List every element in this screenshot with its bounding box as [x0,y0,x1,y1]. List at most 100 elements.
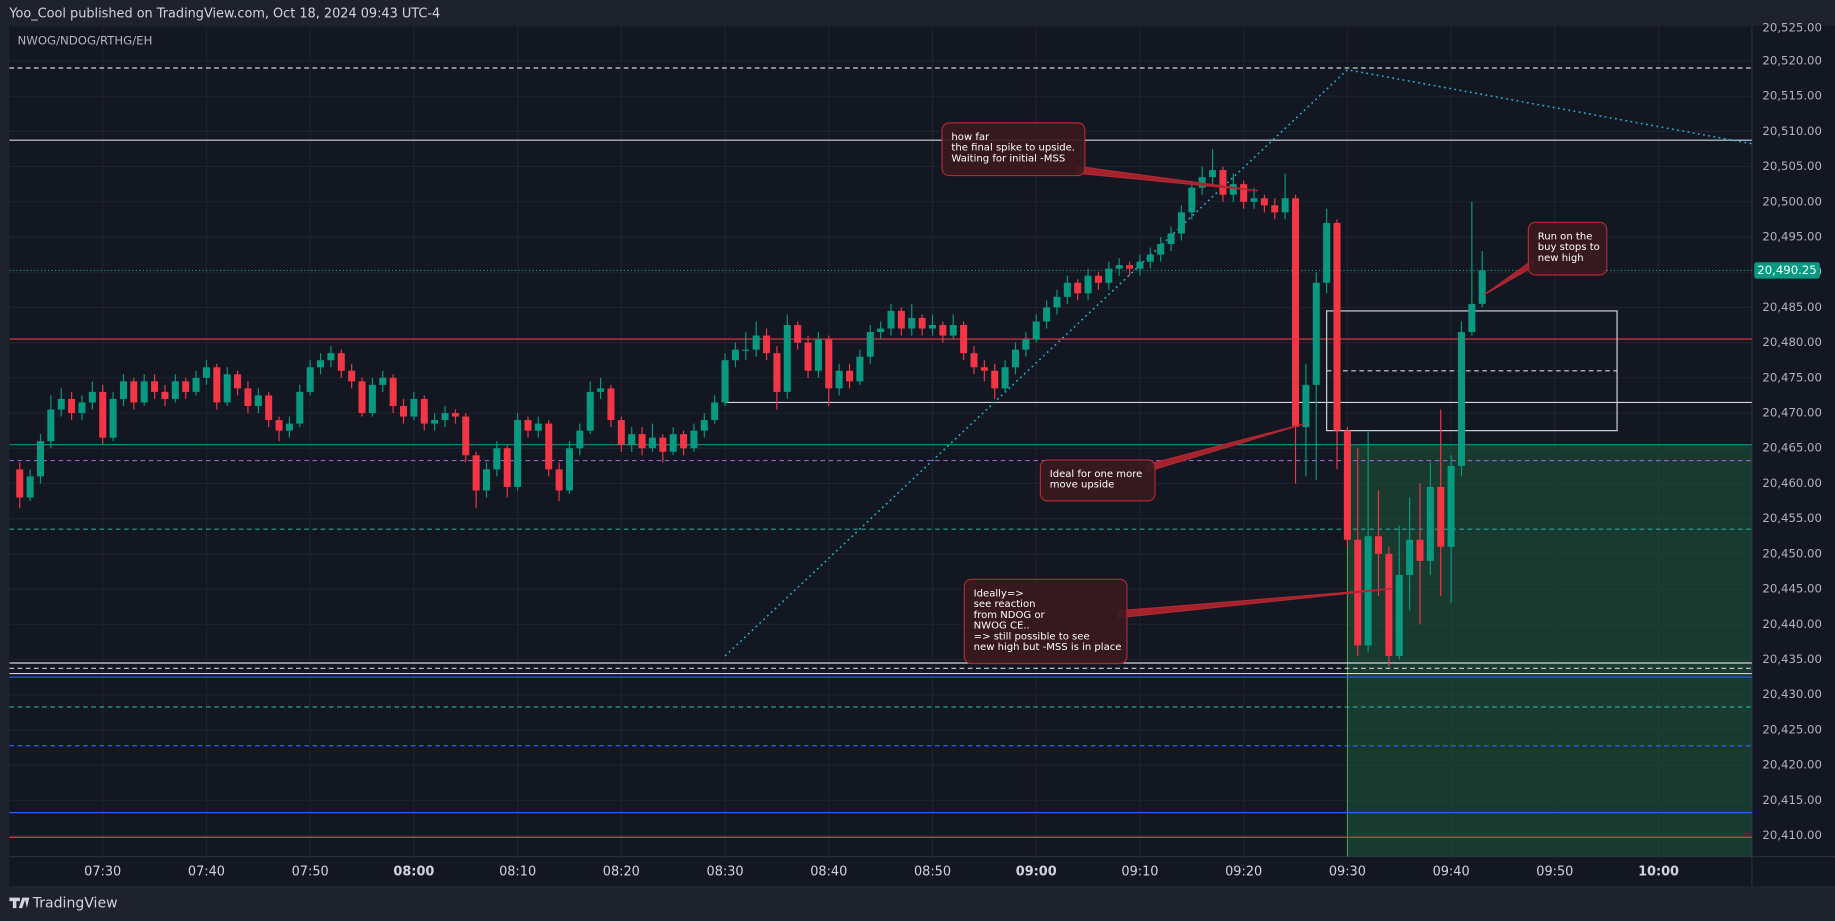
candle-body [576,430,584,449]
candle-body [1094,275,1102,283]
x-tick-label: 08:20 [603,864,640,879]
y-tick-label: 20,510.00 [1762,124,1821,138]
candle-body [1219,170,1227,195]
candle-body [1001,367,1009,389]
candle-body [1188,187,1196,213]
candle-body [1053,296,1061,308]
x-tick-label: 08:50 [914,864,951,879]
candle-body [1323,222,1331,283]
candle-body [1312,282,1320,385]
y-tick-label: 20,425.00 [1762,722,1821,736]
candle-body [482,469,491,491]
indicator-label: NWOG/NDOG/RTHG/EH [18,33,153,47]
candle-body [192,377,200,392]
y-tick-label: 20,470.00 [1762,406,1821,420]
candle-body [565,448,573,491]
candle-body [16,469,24,498]
candle-body [493,448,501,470]
y-tick-label: 20,515.00 [1762,89,1821,103]
candle-body [78,402,86,414]
candle-body [317,360,325,368]
candle-body [1302,384,1310,428]
candle-body [825,339,833,389]
callout-text: Run on the [1538,231,1593,242]
candle-body [1198,177,1206,188]
candle-body [1209,170,1217,178]
y-tick-label: 20,475.00 [1762,370,1821,384]
candle-body [1229,184,1237,195]
candle-body [597,388,605,392]
candle-body [1250,198,1258,202]
candle-body [680,434,688,449]
candle-body [939,325,947,336]
candle-body [400,405,408,417]
candle-body [130,381,138,403]
price-axis [1751,25,1835,857]
header: Yoo_Cool published on TradingView.com, O… [8,7,440,22]
candle-body [1374,536,1383,554]
candle-body [711,402,719,421]
candle-body [327,353,335,361]
candle-body [1084,275,1092,294]
x-tick-label: 08:00 [393,864,434,879]
callout-text: see reaction [974,599,1036,610]
candle-body [109,398,117,438]
candle-body [742,349,750,351]
candle-body [182,381,190,392]
callout-text: Ideal for one more [1050,469,1143,480]
y-tick-label: 20,520.00 [1762,53,1821,67]
candle-body [690,430,698,449]
candle-body [545,423,553,470]
candle-body [607,388,615,421]
candle-body [960,325,968,354]
candle-body [420,398,428,424]
candle-body [524,420,532,431]
candle-body [1292,198,1300,428]
candle-body [794,325,802,343]
candle-body [1343,430,1351,540]
candle-body [1260,198,1268,206]
callout-box [941,122,1086,177]
candle-body [918,317,926,329]
candle-body [949,325,957,336]
candle-body [254,395,262,406]
candle-body [451,413,459,417]
candle-body [213,367,221,403]
candle-body [887,310,895,329]
y-tick-label: 20,465.00 [1762,441,1821,455]
candle-body [721,360,729,403]
y-tick-label: 20,410.00 [1762,828,1821,842]
candle-body [638,434,646,449]
candle-body [1011,349,1019,368]
candle-body [358,381,366,414]
candle-body [877,328,885,333]
y-tick-label: 20,525.00 [1762,21,1821,35]
candle-body [1437,486,1445,547]
candle-body [441,413,449,421]
candle-body [648,437,656,449]
candle-body [244,388,252,406]
x-tick-label: 09:50 [1536,864,1573,879]
candle-body [1157,244,1165,255]
callout-text: move upside [1050,480,1115,491]
candle-body [908,317,916,329]
candle-body [1385,553,1393,656]
candle-body [1136,261,1144,269]
candle-body [1177,212,1185,234]
candle-body [846,370,854,382]
x-tick-label: 09:30 [1329,864,1366,879]
x-tick-label: 07:30 [84,864,121,879]
callout-text: how far [951,132,990,143]
y-tick-label: 20,505.00 [1762,159,1821,173]
candle-body [514,420,522,487]
candle-body [88,391,96,403]
callout-text: from NDOG or [974,610,1046,621]
candle-body [410,398,418,417]
y-tick-label: 20,450.00 [1762,546,1821,560]
time-axis [9,856,1835,886]
candle-body [1022,339,1030,350]
candle-body [1167,233,1175,245]
candle-body [1457,332,1465,466]
